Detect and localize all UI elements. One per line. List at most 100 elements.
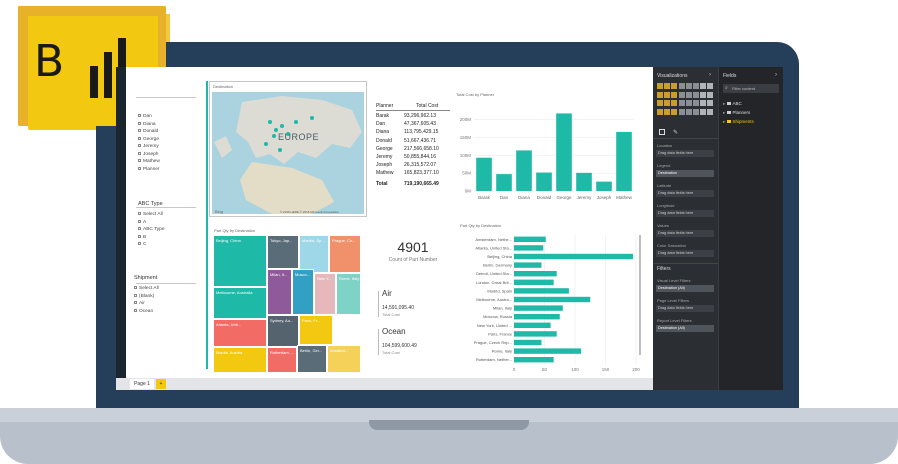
slicer-option[interactable]: B [138, 234, 165, 242]
slicer-option[interactable]: George [138, 136, 160, 144]
treemap-cell[interactable]: Milan, It... [267, 269, 292, 315]
viz-type-icon[interactable] [693, 100, 699, 106]
map-canvas[interactable] [212, 92, 364, 214]
bar[interactable] [514, 331, 557, 337]
viz-type-icon[interactable] [671, 108, 678, 115]
location-well[interactable]: Drag data fields here [656, 150, 714, 157]
treemap-cell[interactable]: Manila, Austria [213, 347, 267, 373]
viz-collapse-icon[interactable]: › [709, 72, 711, 78]
bar[interactable] [514, 296, 591, 303]
viz-type-icon[interactable] [664, 108, 671, 115]
treemap-cell[interactable]: Sydney, Au... [267, 315, 299, 347]
viz-type-icon[interactable] [657, 100, 663, 106]
viz-type-icon[interactable] [700, 83, 707, 89]
saturation-well[interactable]: Drag data fields here [656, 250, 714, 257]
slicer-option[interactable]: ABC Type [138, 226, 165, 234]
viz-type-icon[interactable] [664, 83, 671, 89]
viz-type-icon[interactable] [678, 100, 685, 106]
slicer-option[interactable]: Mathew [138, 158, 160, 166]
viz-type-icon[interactable] [678, 91, 685, 98]
fields-table-item[interactable]: ▸ Shipments [723, 119, 754, 124]
slicer-option[interactable]: Jeremy [138, 143, 160, 151]
viz-type-icon[interactable] [707, 91, 714, 98]
fields-collapse-icon[interactable]: › [775, 72, 777, 78]
bar[interactable] [514, 253, 633, 260]
viz-type-icon[interactable] [685, 91, 692, 98]
fields-tab-icon[interactable] [659, 129, 665, 135]
viz-type-icon[interactable] [700, 91, 707, 98]
bar[interactable] [556, 113, 572, 191]
report-filter-chip[interactable]: Destination (All) [656, 325, 714, 332]
viz-type-icon[interactable] [671, 83, 678, 89]
cost-by-planner-chart[interactable]: 0M 50M 100M 150M 200M Barak Dan Diana Donald Geor… [448, 101, 638, 205]
treemap-cell[interactable]: Beijing, China [213, 235, 267, 287]
fields-table-item[interactable]: ▸ Planners [723, 110, 751, 115]
map-visual[interactable]: Destination EUROPE Bing © 2016 HERE © 20… [209, 81, 367, 217]
longitude-well[interactable]: Drag data fields here [656, 210, 714, 217]
add-page-button[interactable]: + [156, 379, 166, 389]
viz-type-icon[interactable] [678, 83, 685, 89]
viz-type-icon[interactable] [671, 91, 678, 98]
page-filter-well[interactable]: Drag data fields here [656, 305, 714, 312]
slicer-option[interactable]: Select All [134, 285, 159, 293]
legend-well[interactable]: Destination [656, 170, 714, 177]
values-well[interactable]: Drag data fields here [656, 230, 714, 237]
viz-type-icon[interactable] [693, 91, 699, 98]
slicer-option[interactable]: Diana [138, 121, 160, 129]
viz-type-icon[interactable] [657, 108, 663, 115]
viz-type-icon[interactable] [685, 83, 692, 89]
viz-type-icon[interactable] [707, 100, 714, 106]
slicer-option[interactable]: Air [134, 300, 159, 308]
viz-type-icon[interactable] [664, 91, 671, 98]
viz-type-icon[interactable] [693, 108, 699, 115]
slicer-option[interactable]: Dan [138, 113, 160, 121]
viz-type-icon[interactable] [685, 100, 692, 106]
viz-type-icon[interactable] [707, 108, 714, 115]
bar[interactable] [514, 305, 563, 311]
format-roller-icon[interactable]: ✎ [673, 130, 679, 136]
treemap-cell[interactable]: Paris, Fr... [299, 315, 333, 345]
slicer-option[interactable]: (Blank) [134, 293, 159, 301]
treemap-cell[interactable]: Rotterdam, ... [267, 347, 297, 373]
viz-type-icon[interactable] [657, 91, 663, 98]
viz-type-icon[interactable] [671, 100, 678, 106]
bar[interactable] [514, 271, 557, 277]
viz-type-icon[interactable] [707, 83, 714, 89]
viz-type-icon[interactable] [693, 83, 699, 89]
treemap-cell[interactable]: Madrid, Sp... [299, 235, 329, 273]
bar[interactable] [476, 157, 492, 191]
visual-filter-chip[interactable]: Destination (All) [656, 285, 714, 292]
part-qty-by-destination-chart[interactable]: 0 50 100 150 200 Amsterdam, Nethe... Atlanta, … [458, 231, 644, 377]
slicer-option[interactable]: A [138, 219, 165, 227]
viz-type-icon[interactable] [700, 108, 707, 115]
bar[interactable] [514, 279, 554, 285]
slicer-option[interactable]: C [138, 241, 165, 249]
slicer-option[interactable]: Joseph [138, 151, 160, 159]
bar[interactable] [514, 288, 569, 294]
viz-type-icon[interactable] [678, 108, 685, 115]
bar[interactable] [514, 262, 542, 268]
bar[interactable] [516, 150, 532, 191]
treemap-cell[interactable]: Mosco... [292, 269, 314, 315]
treemap-cell[interactable]: Atlanta, Unit... [213, 319, 267, 347]
viz-type-icon[interactable] [664, 100, 671, 106]
treemap-cell[interactable]: New Y... [314, 273, 336, 315]
viz-type-icon[interactable] [685, 108, 692, 115]
tab-page-1[interactable]: Page 1 [130, 379, 154, 389]
treemap-cell[interactable]: Amsterd... [327, 345, 361, 373]
slicer-option[interactable]: Select All [138, 211, 165, 219]
bar[interactable] [514, 348, 582, 354]
bar[interactable] [514, 339, 542, 346]
treemap-cell[interactable]: Berlin, Ger... [297, 345, 327, 373]
bar[interactable] [514, 245, 544, 251]
treemap-cell[interactable]: Tokyo, Jap... [267, 235, 299, 269]
bar[interactable] [514, 314, 560, 320]
fields-table-item[interactable]: ▸ ABC [723, 101, 742, 106]
bar[interactable] [514, 236, 546, 242]
treemap-cell[interactable]: Melbourne, Australia [213, 287, 267, 319]
viz-type-icon[interactable] [657, 83, 663, 89]
treemap-visual[interactable]: Beijing, China Tokyo, Jap... Madrid, Sp...… [213, 235, 361, 373]
fields-search-input[interactable]: ⌕ Filter content [723, 84, 779, 93]
viz-type-icon[interactable] [700, 100, 707, 106]
bar[interactable] [496, 174, 512, 191]
